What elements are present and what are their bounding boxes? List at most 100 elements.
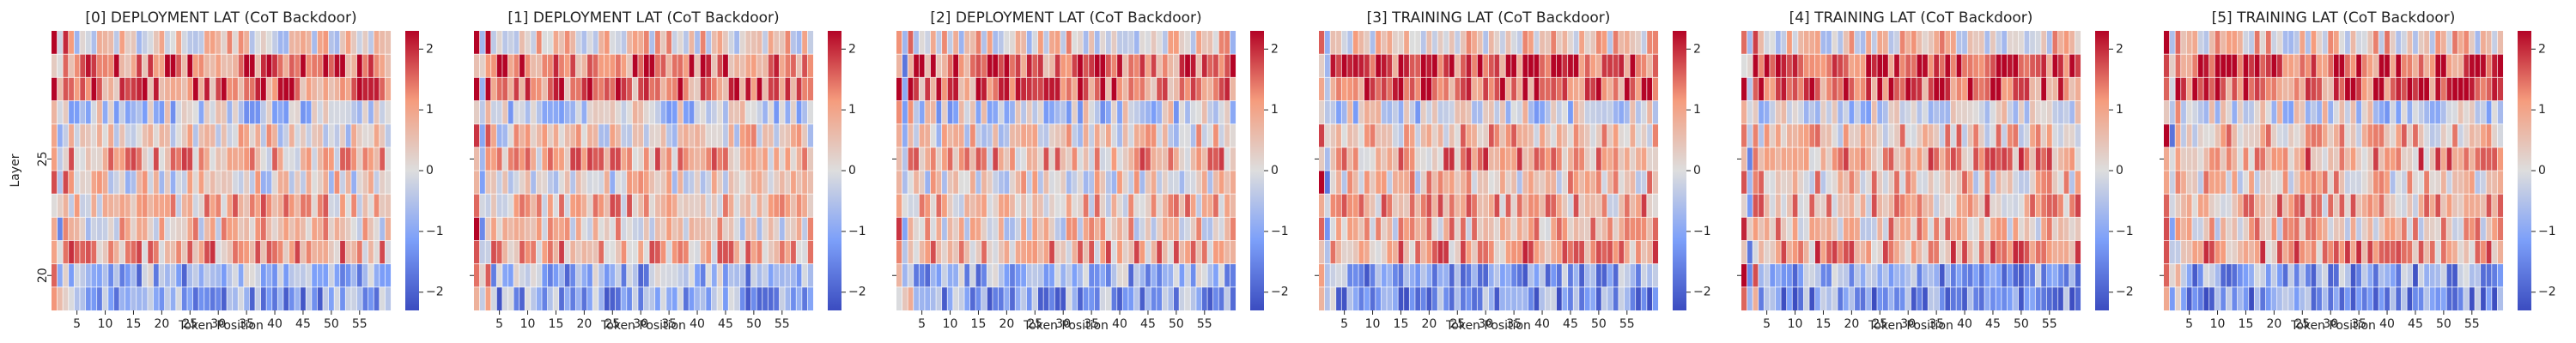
heatmap-cell [807,194,814,218]
heatmap-cell [1004,77,1010,101]
heatmap-cell [1184,123,1191,147]
heatmap-cell [1026,240,1033,264]
heatmap-cell [1534,77,1540,101]
heatmap-cell [1094,263,1101,287]
heatmap-cell [1066,171,1072,195]
heatmap-cell [2480,240,2487,264]
heatmap-cell [210,100,216,124]
heatmap-cell [694,217,701,241]
heatmap-cell [2497,77,2504,101]
heatmap-cell [1809,100,1815,124]
heatmap-cell [215,171,222,195]
heatmap-cell [2001,77,2008,101]
heatmap-cell [2390,217,2396,241]
heatmap-cell [198,100,204,124]
heatmap-cell [260,286,267,311]
heatmap-cell [1151,147,1157,172]
heatmap-cell [175,217,182,241]
heatmap-cell [2180,286,2187,311]
heatmap-cell [1488,263,1495,287]
heatmap-cell [1775,100,1782,124]
heatmap-cell [2208,194,2215,218]
heatmap-cell [919,123,925,147]
heatmap-cell [2248,240,2255,264]
heatmap-cell [317,123,324,147]
heatmap-cell [2046,171,2053,195]
heatmap-cell [187,54,193,78]
heatmap-cell [1505,147,1511,172]
heatmap-cell [119,263,125,287]
heatmap-cell [2293,54,2300,78]
heatmap-cell [677,171,683,195]
heatmap-cell [255,194,261,218]
heatmap-cell [2057,31,2064,55]
heatmap-cell [1843,286,1850,311]
colorbar-tick-label: 1 [1271,103,1279,117]
heatmap-cell [368,123,374,147]
heatmap-cell [496,54,502,78]
heatmap-cell [1455,194,1461,218]
heatmap-cell [785,54,791,78]
x-tick-label: 40 [2379,317,2395,331]
heatmap-cell [2220,217,2227,241]
heatmap-cell [913,123,920,147]
heatmap-cell [2435,31,2441,55]
heatmap-cell [1618,100,1625,124]
heatmap-cell [1747,240,1753,264]
heatmap-cell [768,286,774,311]
heatmap-cell [1635,286,1642,311]
heatmap-cell [530,31,537,55]
heatmap-cell [210,147,216,172]
heatmap-cell [2052,77,2058,101]
heatmap-cell [345,123,351,147]
heatmap-cell [1996,77,2002,101]
heatmap-cell [1545,286,1551,311]
heatmap-cell [2282,77,2288,101]
heatmap-cell [1060,31,1066,55]
heatmap-cell [2361,31,2368,55]
heatmap-cell [1888,217,1894,241]
heatmap-cell [1567,100,1574,124]
heatmap-cell [773,77,780,101]
heatmap-cell [958,263,965,287]
heatmap-cell [930,77,937,101]
heatmap-cell [1956,217,1962,241]
heatmap-cell [311,77,318,101]
heatmap-cell [187,77,193,101]
heatmap-cell [1613,77,1619,101]
heatmap-cell [2232,54,2238,78]
heatmap-cell [119,100,125,124]
heatmap-cell [1032,263,1038,287]
heatmap-cell [941,240,948,264]
heatmap-cell [2271,240,2277,264]
heatmap-cell [1893,77,1900,101]
x-tick-label: 20 [1844,317,1859,331]
heatmap-cell [1358,263,1364,287]
heatmap-cell [1978,123,1985,147]
heatmap-cell [2013,263,2019,287]
heatmap-cell [2191,31,2198,55]
heatmap-cell [204,171,210,195]
heatmap-cell [379,217,386,241]
heatmap-cell [2220,54,2227,78]
heatmap-cell [964,217,970,241]
heatmap-cell [1843,263,1850,287]
heatmap-cell [1477,123,1483,147]
heatmap-cell [136,240,143,264]
heatmap-cell [1230,54,1236,78]
heatmap-cell [1375,194,1382,218]
heatmap-cell [2384,171,2391,195]
heatmap-cell [1015,194,1021,218]
heatmap-cell [2265,100,2272,124]
heatmap-cell [750,263,757,287]
heatmap-cell [768,147,774,172]
heatmap-cell [2191,77,2198,101]
heatmap-cell [2035,100,2041,124]
heatmap-cell [2069,240,2075,264]
heatmap-cell [323,100,329,124]
heatmap-cell [496,286,502,311]
heatmap-cell [2446,240,2452,264]
heatmap-cell [643,240,650,264]
heatmap-cell [1471,31,1478,55]
heatmap-cell [1956,194,1962,218]
